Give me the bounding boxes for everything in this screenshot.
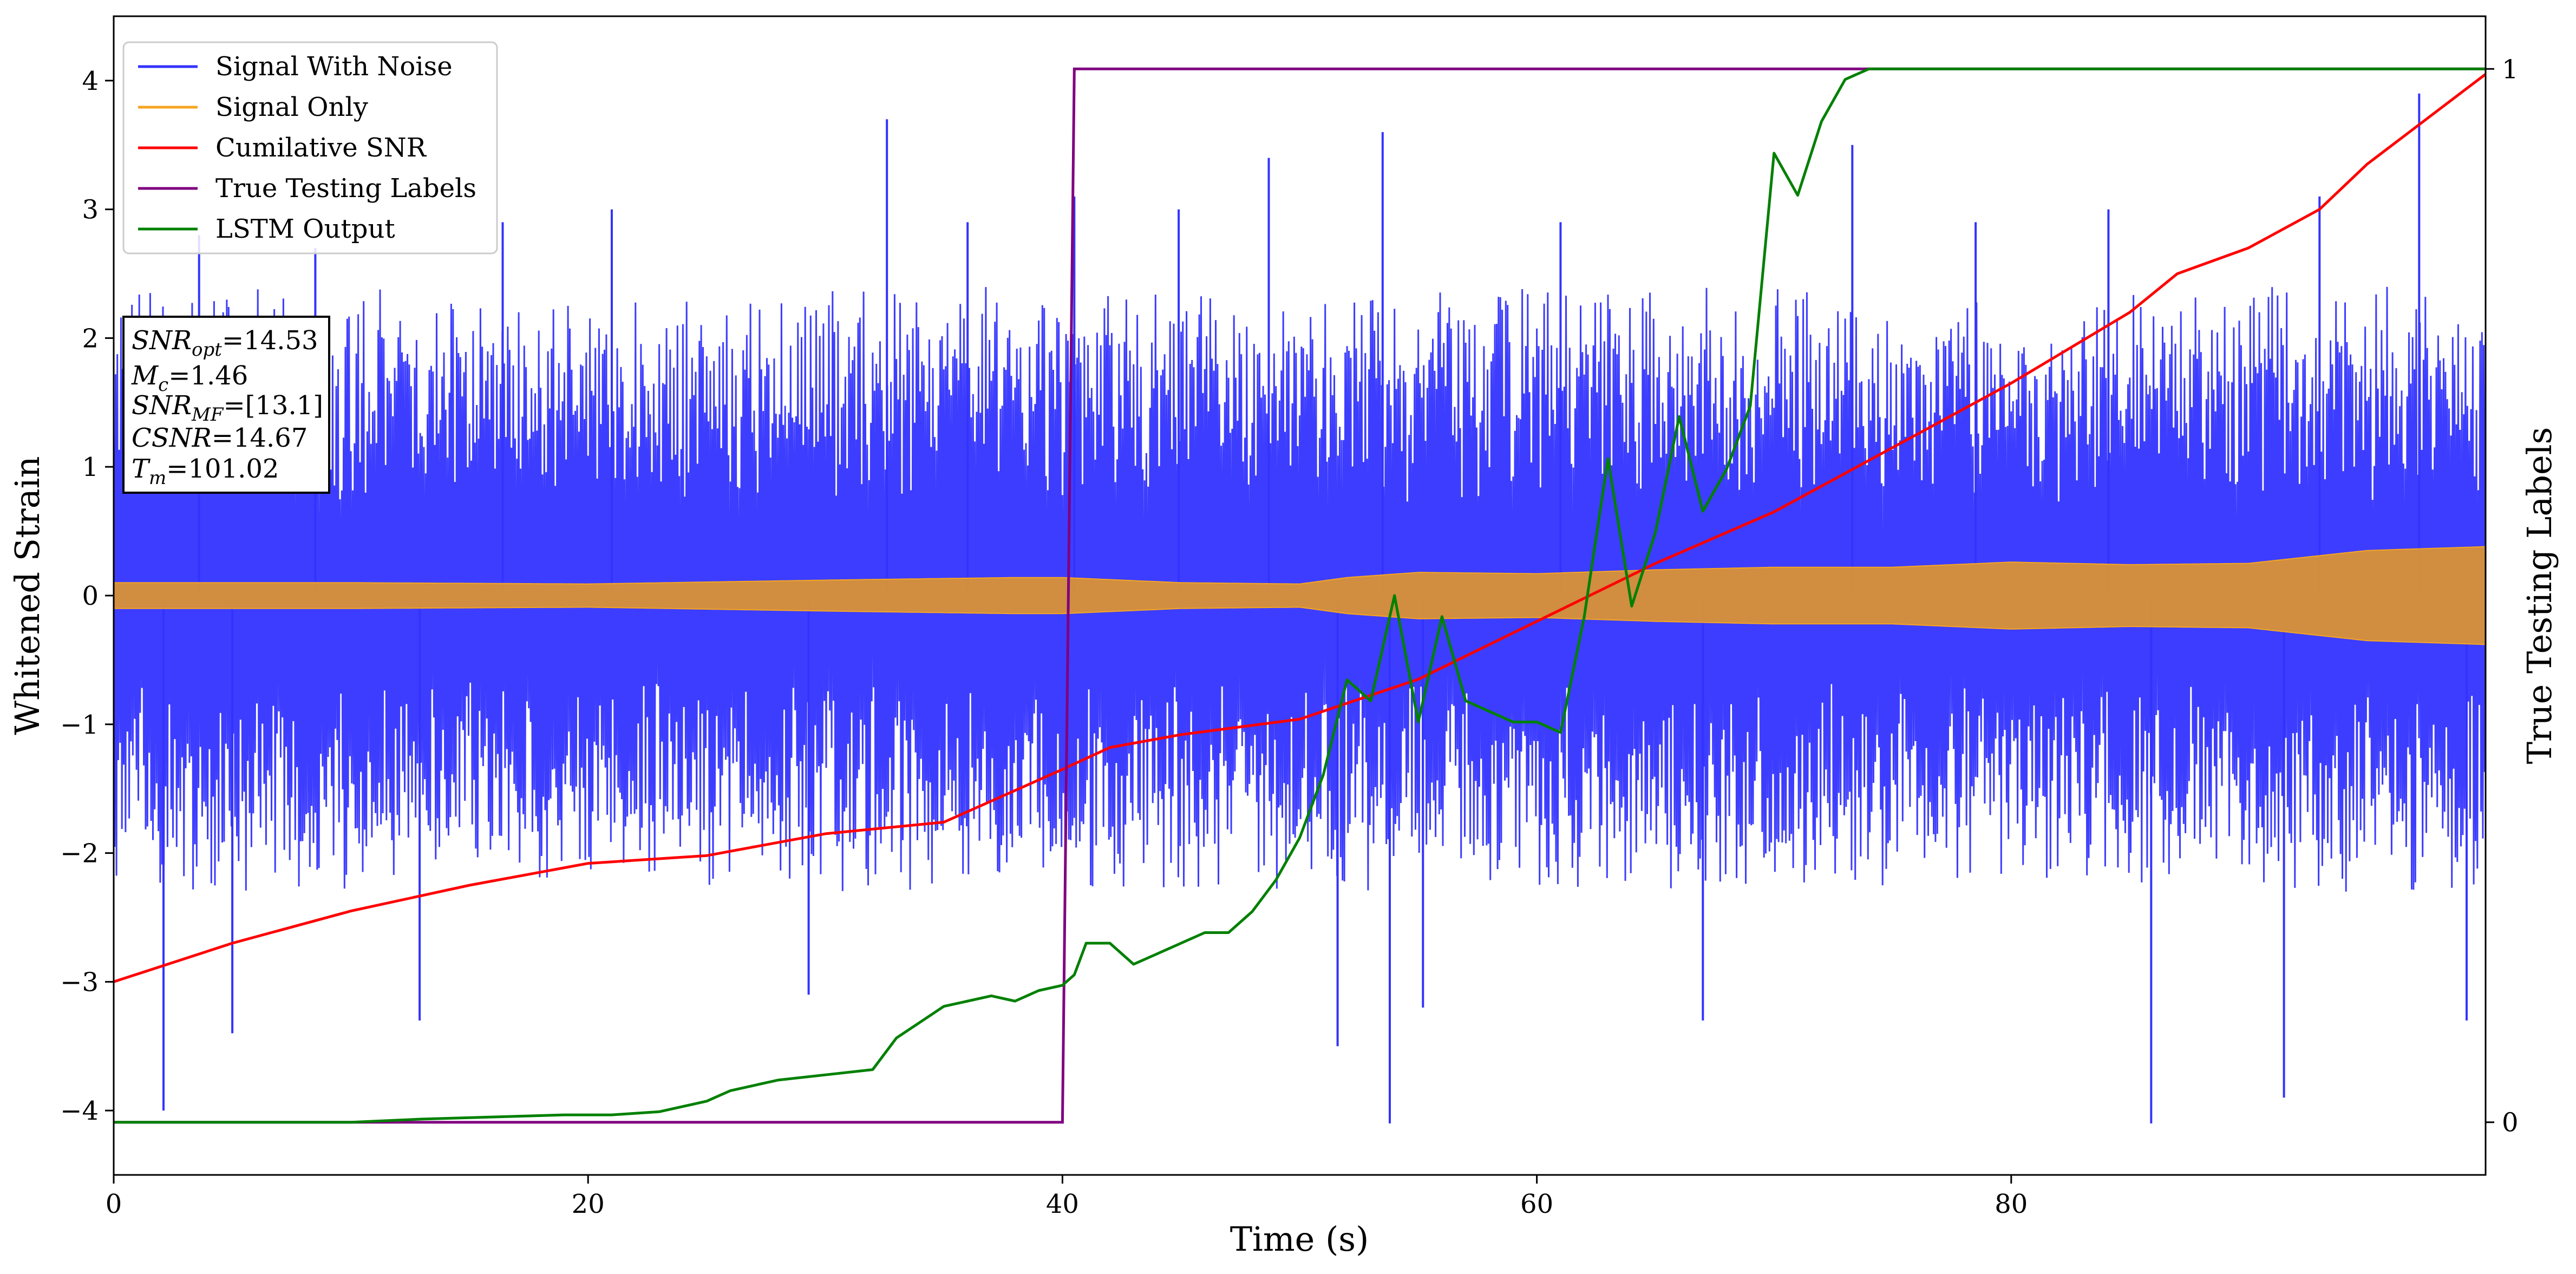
y-tick-label: 2 (82, 323, 99, 354)
legend-label-signal-only: Signal Only (215, 92, 368, 122)
legend-label-lstm-output: LSTM Output (215, 214, 395, 244)
series-cumilative-snr (114, 73, 2486, 983)
y2-axis: 01 (2486, 54, 2519, 1138)
y2-axis-title: True Testing Labels (2520, 427, 2559, 765)
y-axis-title: Whitened Strain (8, 456, 47, 735)
metric-chirp-mass: Mc=1.46 (131, 361, 248, 396)
metric-snr-mf: SNRMF=[13.1] (132, 390, 323, 426)
y-tick-label: −3 (60, 967, 99, 997)
y-tick-label: −4 (60, 1096, 99, 1126)
y2-tick-label: 0 (2502, 1108, 2519, 1138)
legend-label-cumilative-snr: Cumilative SNR (215, 133, 427, 163)
y-axis: −4 −3 −2 −1 0 1 2 3 4 (60, 66, 114, 1126)
metric-csnr: CSNR=14.67 (132, 423, 308, 453)
x-tick-label: 20 (572, 1189, 605, 1219)
x-tick-label: 60 (1520, 1189, 1553, 1219)
x-tick-label: 0 (106, 1189, 122, 1219)
legend: Signal With Noise Signal Only Cumilative… (122, 41, 498, 254)
metric-t-merger: Tm=101.02 (132, 454, 279, 489)
metric-snr-opt: SNRopt=14.53 (132, 325, 318, 361)
y-tick-label: 3 (82, 195, 99, 225)
y-tick-label: 4 (82, 66, 99, 96)
legend-label-true-testing-labels: True Testing Labels (215, 173, 476, 204)
series-lstm-output (114, 67, 2486, 1124)
x-tick-label: 80 (1995, 1189, 2028, 1219)
y-tick-label: 1 (82, 452, 99, 482)
plot-area (114, 67, 2486, 1124)
metrics-annotation: SNRopt=14.53 Mc=1.46 SNRMF=[13.1] CSNR=1… (122, 316, 330, 494)
y-tick-label: −2 (60, 839, 99, 869)
y2-tick-label: 1 (2502, 54, 2519, 84)
metrics-annotation-box (122, 316, 330, 494)
series-true-testing-labels (114, 67, 2486, 1124)
series-signal-only (114, 546, 2486, 645)
legend-label-signal-with-noise: Signal With Noise (215, 51, 453, 82)
y-tick-label: −1 (60, 710, 99, 740)
x-tick-label: 40 (1046, 1189, 1079, 1219)
x-axis: 0 20 40 60 80 (106, 1175, 2028, 1219)
x-axis-title: Time (s) (1230, 1219, 1369, 1259)
legend-frame (122, 41, 498, 254)
series-signal-with-noise (114, 286, 2486, 892)
y-tick-label: 0 (82, 581, 99, 611)
